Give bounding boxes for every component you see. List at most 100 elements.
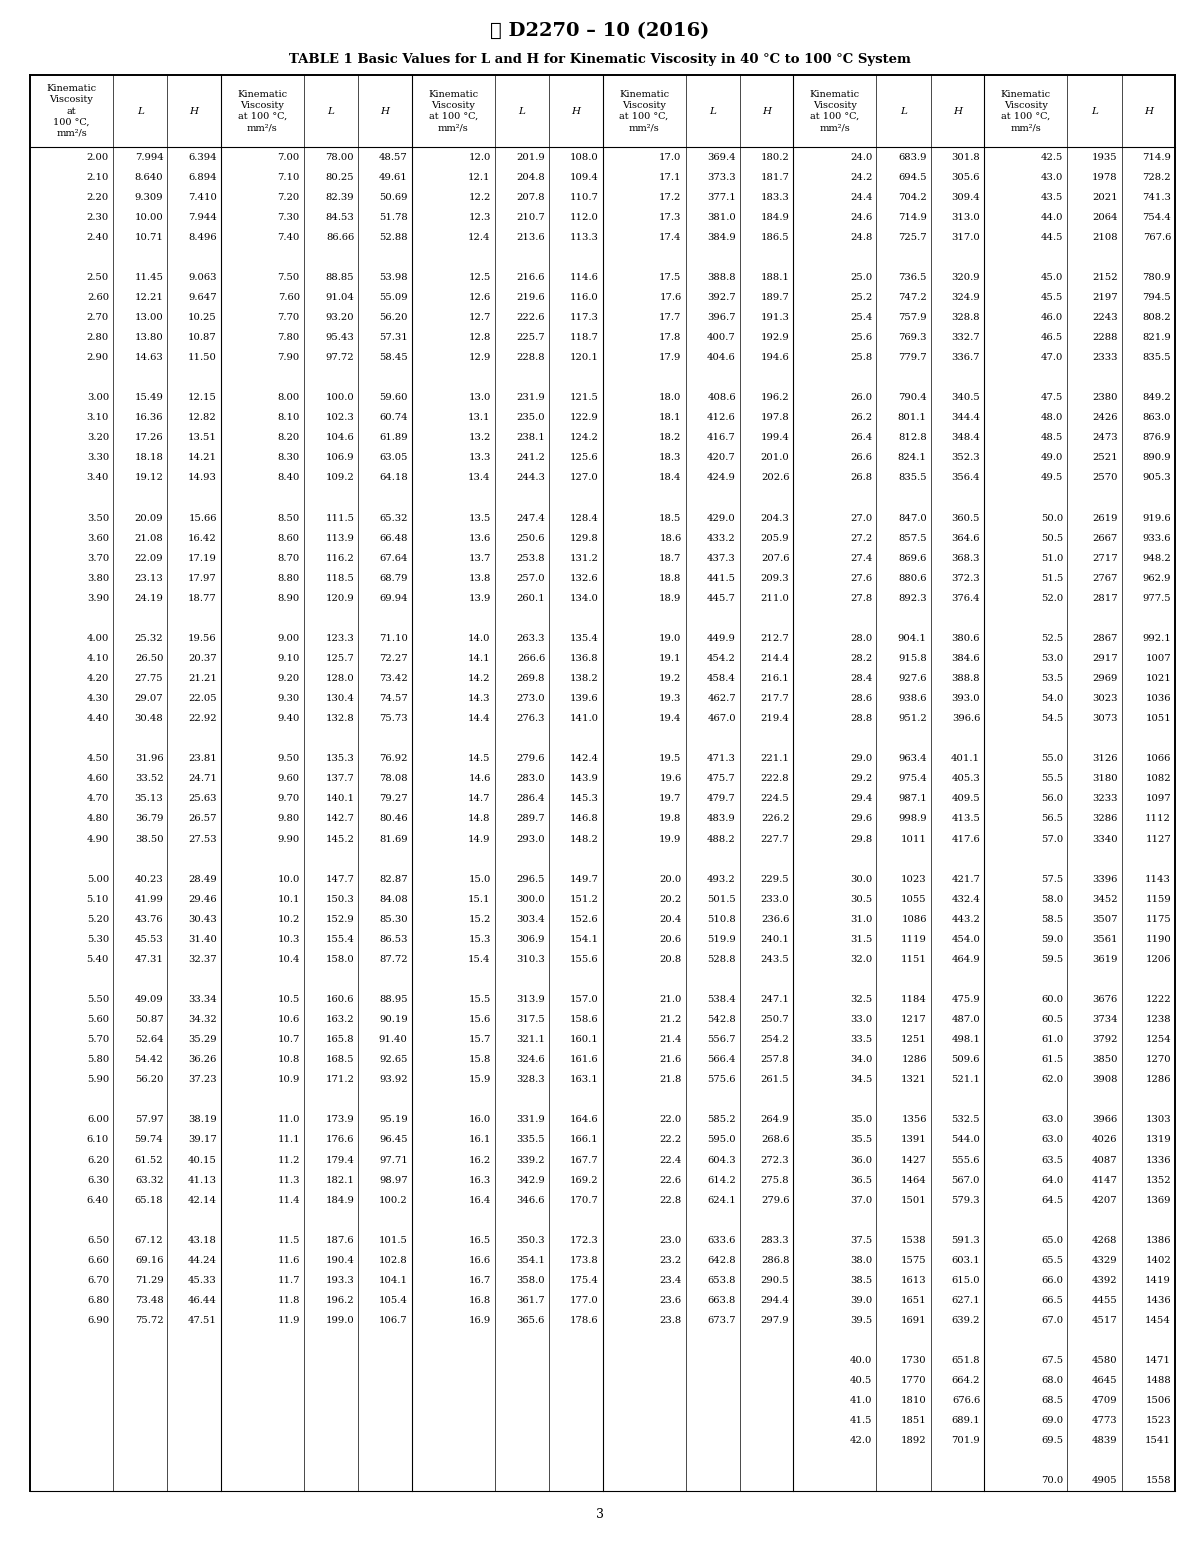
Text: 193.3: 193.3 — [325, 1277, 354, 1284]
Text: 110.7: 110.7 — [570, 193, 599, 202]
Text: 11.7: 11.7 — [277, 1277, 300, 1284]
Text: 23.13: 23.13 — [134, 573, 163, 582]
Text: 29.0: 29.0 — [850, 755, 872, 764]
Text: 408.6: 408.6 — [707, 393, 736, 402]
Text: 313.9: 313.9 — [516, 995, 545, 1005]
Text: 49.5: 49.5 — [1040, 474, 1063, 483]
Text: 50.87: 50.87 — [134, 1016, 163, 1023]
Text: 521.1: 521.1 — [952, 1075, 980, 1084]
Text: 38.5: 38.5 — [850, 1277, 872, 1284]
Text: 5.20: 5.20 — [86, 915, 109, 924]
Text: 158.0: 158.0 — [325, 955, 354, 964]
Text: 1352: 1352 — [1145, 1176, 1171, 1185]
Text: 3233: 3233 — [1092, 795, 1117, 803]
Text: 91.40: 91.40 — [379, 1036, 408, 1044]
Text: 20.09: 20.09 — [134, 514, 163, 523]
Text: 857.5: 857.5 — [898, 534, 926, 542]
Text: 157.0: 157.0 — [570, 995, 599, 1005]
Text: 376.4: 376.4 — [952, 593, 980, 603]
Text: 150.3: 150.3 — [325, 895, 354, 904]
Text: 21.6: 21.6 — [659, 1054, 682, 1064]
Text: 128.4: 128.4 — [570, 514, 599, 523]
Text: 37.5: 37.5 — [850, 1236, 872, 1246]
Text: 13.3: 13.3 — [468, 453, 491, 463]
Text: 471.3: 471.3 — [707, 755, 736, 764]
Text: 11.3: 11.3 — [277, 1176, 300, 1185]
Text: 24.19: 24.19 — [134, 593, 163, 603]
Text: 10.71: 10.71 — [134, 233, 163, 242]
Text: 2426: 2426 — [1092, 413, 1117, 422]
Text: 11.45: 11.45 — [134, 273, 163, 283]
Text: 6.70: 6.70 — [86, 1277, 109, 1284]
Text: 1541: 1541 — [1145, 1437, 1171, 1446]
Text: 57.97: 57.97 — [134, 1115, 163, 1124]
Text: 97.72: 97.72 — [325, 353, 354, 362]
Text: 13.7: 13.7 — [468, 554, 491, 562]
Text: 1151: 1151 — [901, 955, 926, 964]
Text: 340.5: 340.5 — [952, 393, 980, 402]
Text: 225.7: 225.7 — [516, 332, 545, 342]
Text: 933.6: 933.6 — [1142, 534, 1171, 542]
Text: 757.9: 757.9 — [898, 314, 926, 321]
Text: 1730: 1730 — [901, 1356, 926, 1365]
Text: 16.36: 16.36 — [134, 413, 163, 422]
Text: 41.99: 41.99 — [134, 895, 163, 904]
Text: 289.7: 289.7 — [516, 814, 545, 823]
Text: 9.00: 9.00 — [277, 634, 300, 643]
Text: 166.1: 166.1 — [570, 1135, 599, 1145]
Text: 136.8: 136.8 — [570, 654, 599, 663]
Text: 5.30: 5.30 — [86, 935, 109, 944]
Text: 197.8: 197.8 — [761, 413, 790, 422]
Text: L: L — [518, 107, 526, 115]
Text: 33.52: 33.52 — [134, 775, 163, 783]
Text: 464.9: 464.9 — [952, 955, 980, 964]
Text: 74.57: 74.57 — [379, 694, 408, 704]
Text: 273.0: 273.0 — [516, 694, 545, 704]
Text: 64.18: 64.18 — [379, 474, 408, 483]
Text: 40.5: 40.5 — [850, 1376, 872, 1385]
Text: 16.0: 16.0 — [468, 1115, 491, 1124]
Text: 189.7: 189.7 — [761, 294, 790, 301]
Text: 441.5: 441.5 — [707, 573, 736, 582]
Text: 2767: 2767 — [1092, 573, 1117, 582]
Text: 663.8: 663.8 — [708, 1295, 736, 1305]
Text: 7.80: 7.80 — [277, 332, 300, 342]
Text: 328.8: 328.8 — [952, 314, 980, 321]
Text: 22.0: 22.0 — [659, 1115, 682, 1124]
Text: 16.8: 16.8 — [468, 1295, 491, 1305]
Text: 18.5: 18.5 — [659, 514, 682, 523]
Text: Kinematic
Viscosity
at
100 °C,
mm²/s: Kinematic Viscosity at 100 °C, mm²/s — [47, 84, 96, 138]
Text: 36.79: 36.79 — [134, 814, 163, 823]
Text: 177.0: 177.0 — [570, 1295, 599, 1305]
Text: 125.6: 125.6 — [570, 453, 599, 463]
Text: 14.63: 14.63 — [134, 353, 163, 362]
Text: 16.1: 16.1 — [468, 1135, 491, 1145]
Text: 4.80: 4.80 — [86, 814, 109, 823]
Text: 2817: 2817 — [1092, 593, 1117, 603]
Text: 18.7: 18.7 — [659, 554, 682, 562]
Text: 84.53: 84.53 — [325, 213, 354, 222]
Text: 1222: 1222 — [1145, 995, 1171, 1005]
Text: 27.75: 27.75 — [134, 674, 163, 683]
Text: 15.1: 15.1 — [468, 895, 491, 904]
Text: 1336: 1336 — [1146, 1155, 1171, 1165]
Text: 4645: 4645 — [1092, 1376, 1117, 1385]
Text: 81.69: 81.69 — [379, 834, 408, 843]
Text: 228.8: 228.8 — [516, 353, 545, 362]
Text: 36.0: 36.0 — [851, 1155, 872, 1165]
Text: 17.0: 17.0 — [659, 152, 682, 162]
Text: 8.640: 8.640 — [134, 172, 163, 182]
Text: 475.9: 475.9 — [952, 995, 980, 1005]
Text: 2917: 2917 — [1092, 654, 1117, 663]
Text: 168.5: 168.5 — [325, 1054, 354, 1064]
Text: 1319: 1319 — [1145, 1135, 1171, 1145]
Text: 4517: 4517 — [1092, 1315, 1117, 1325]
Text: 10.1: 10.1 — [277, 895, 300, 904]
Text: 152.9: 152.9 — [325, 915, 354, 924]
Text: 37.0: 37.0 — [850, 1196, 872, 1205]
Text: 324.9: 324.9 — [952, 294, 980, 301]
Text: 294.4: 294.4 — [761, 1295, 790, 1305]
Text: 401.1: 401.1 — [952, 755, 980, 764]
Text: 216.6: 216.6 — [516, 273, 545, 283]
Text: 50.0: 50.0 — [1040, 514, 1063, 523]
